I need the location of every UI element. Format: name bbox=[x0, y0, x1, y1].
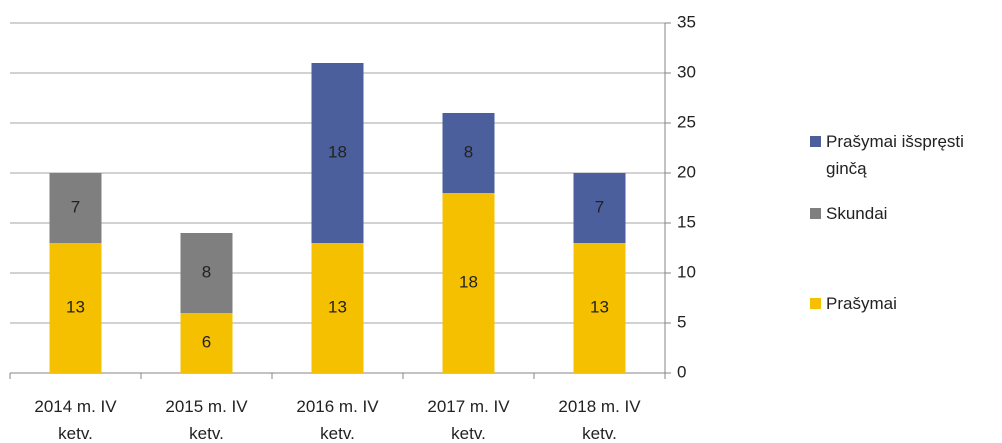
y-tick-label: 30 bbox=[677, 62, 696, 81]
bar-segment bbox=[180, 233, 233, 313]
data-label: 18 bbox=[459, 272, 478, 291]
bar-segment bbox=[49, 173, 102, 243]
legend-label: Prašymai išspręsti ginčą bbox=[826, 132, 964, 178]
x-tick-label: 2017 m. IV ketv. bbox=[427, 397, 510, 443]
legend-label: Skundai bbox=[826, 204, 888, 223]
bar-segment bbox=[442, 113, 495, 193]
bar-segment bbox=[49, 243, 102, 373]
data-label: 8 bbox=[202, 262, 211, 281]
legend-swatch bbox=[810, 298, 821, 309]
legend-label: Prašymai bbox=[826, 294, 897, 313]
x-tick-label: 2014 m. IV ketv. bbox=[34, 397, 117, 443]
bar-segment bbox=[573, 243, 626, 373]
bar-segment bbox=[573, 173, 626, 243]
y-tick-label: 10 bbox=[677, 262, 696, 281]
y-tick-label: 25 bbox=[677, 112, 696, 131]
y-tick-label: 0 bbox=[677, 362, 686, 381]
bar-segment bbox=[180, 313, 233, 373]
data-label: 7 bbox=[595, 197, 604, 216]
data-label: 18 bbox=[328, 142, 347, 161]
legend-swatch bbox=[810, 208, 821, 219]
legend-swatch bbox=[810, 136, 821, 147]
x-tick-label: 2015 m. IV ketv. bbox=[165, 397, 248, 443]
data-label: 7 bbox=[71, 197, 80, 216]
y-tick-label: 35 bbox=[677, 12, 696, 31]
data-label: 6 bbox=[202, 332, 211, 351]
y-tick-label: 5 bbox=[677, 312, 686, 331]
y-tick-label: 20 bbox=[677, 162, 696, 181]
data-label: 13 bbox=[590, 297, 609, 316]
data-label: 13 bbox=[66, 297, 85, 316]
bar-segment bbox=[311, 63, 364, 243]
data-label: 13 bbox=[328, 297, 347, 316]
bar-segment bbox=[311, 243, 364, 373]
y-tick-label: 15 bbox=[677, 212, 696, 231]
bar-segment bbox=[442, 193, 495, 373]
x-tick-label: 2018 m. IV ketv. bbox=[558, 397, 641, 443]
x-tick-label: 2016 m. IV ketv. bbox=[296, 397, 379, 443]
data-label: 8 bbox=[464, 142, 473, 161]
